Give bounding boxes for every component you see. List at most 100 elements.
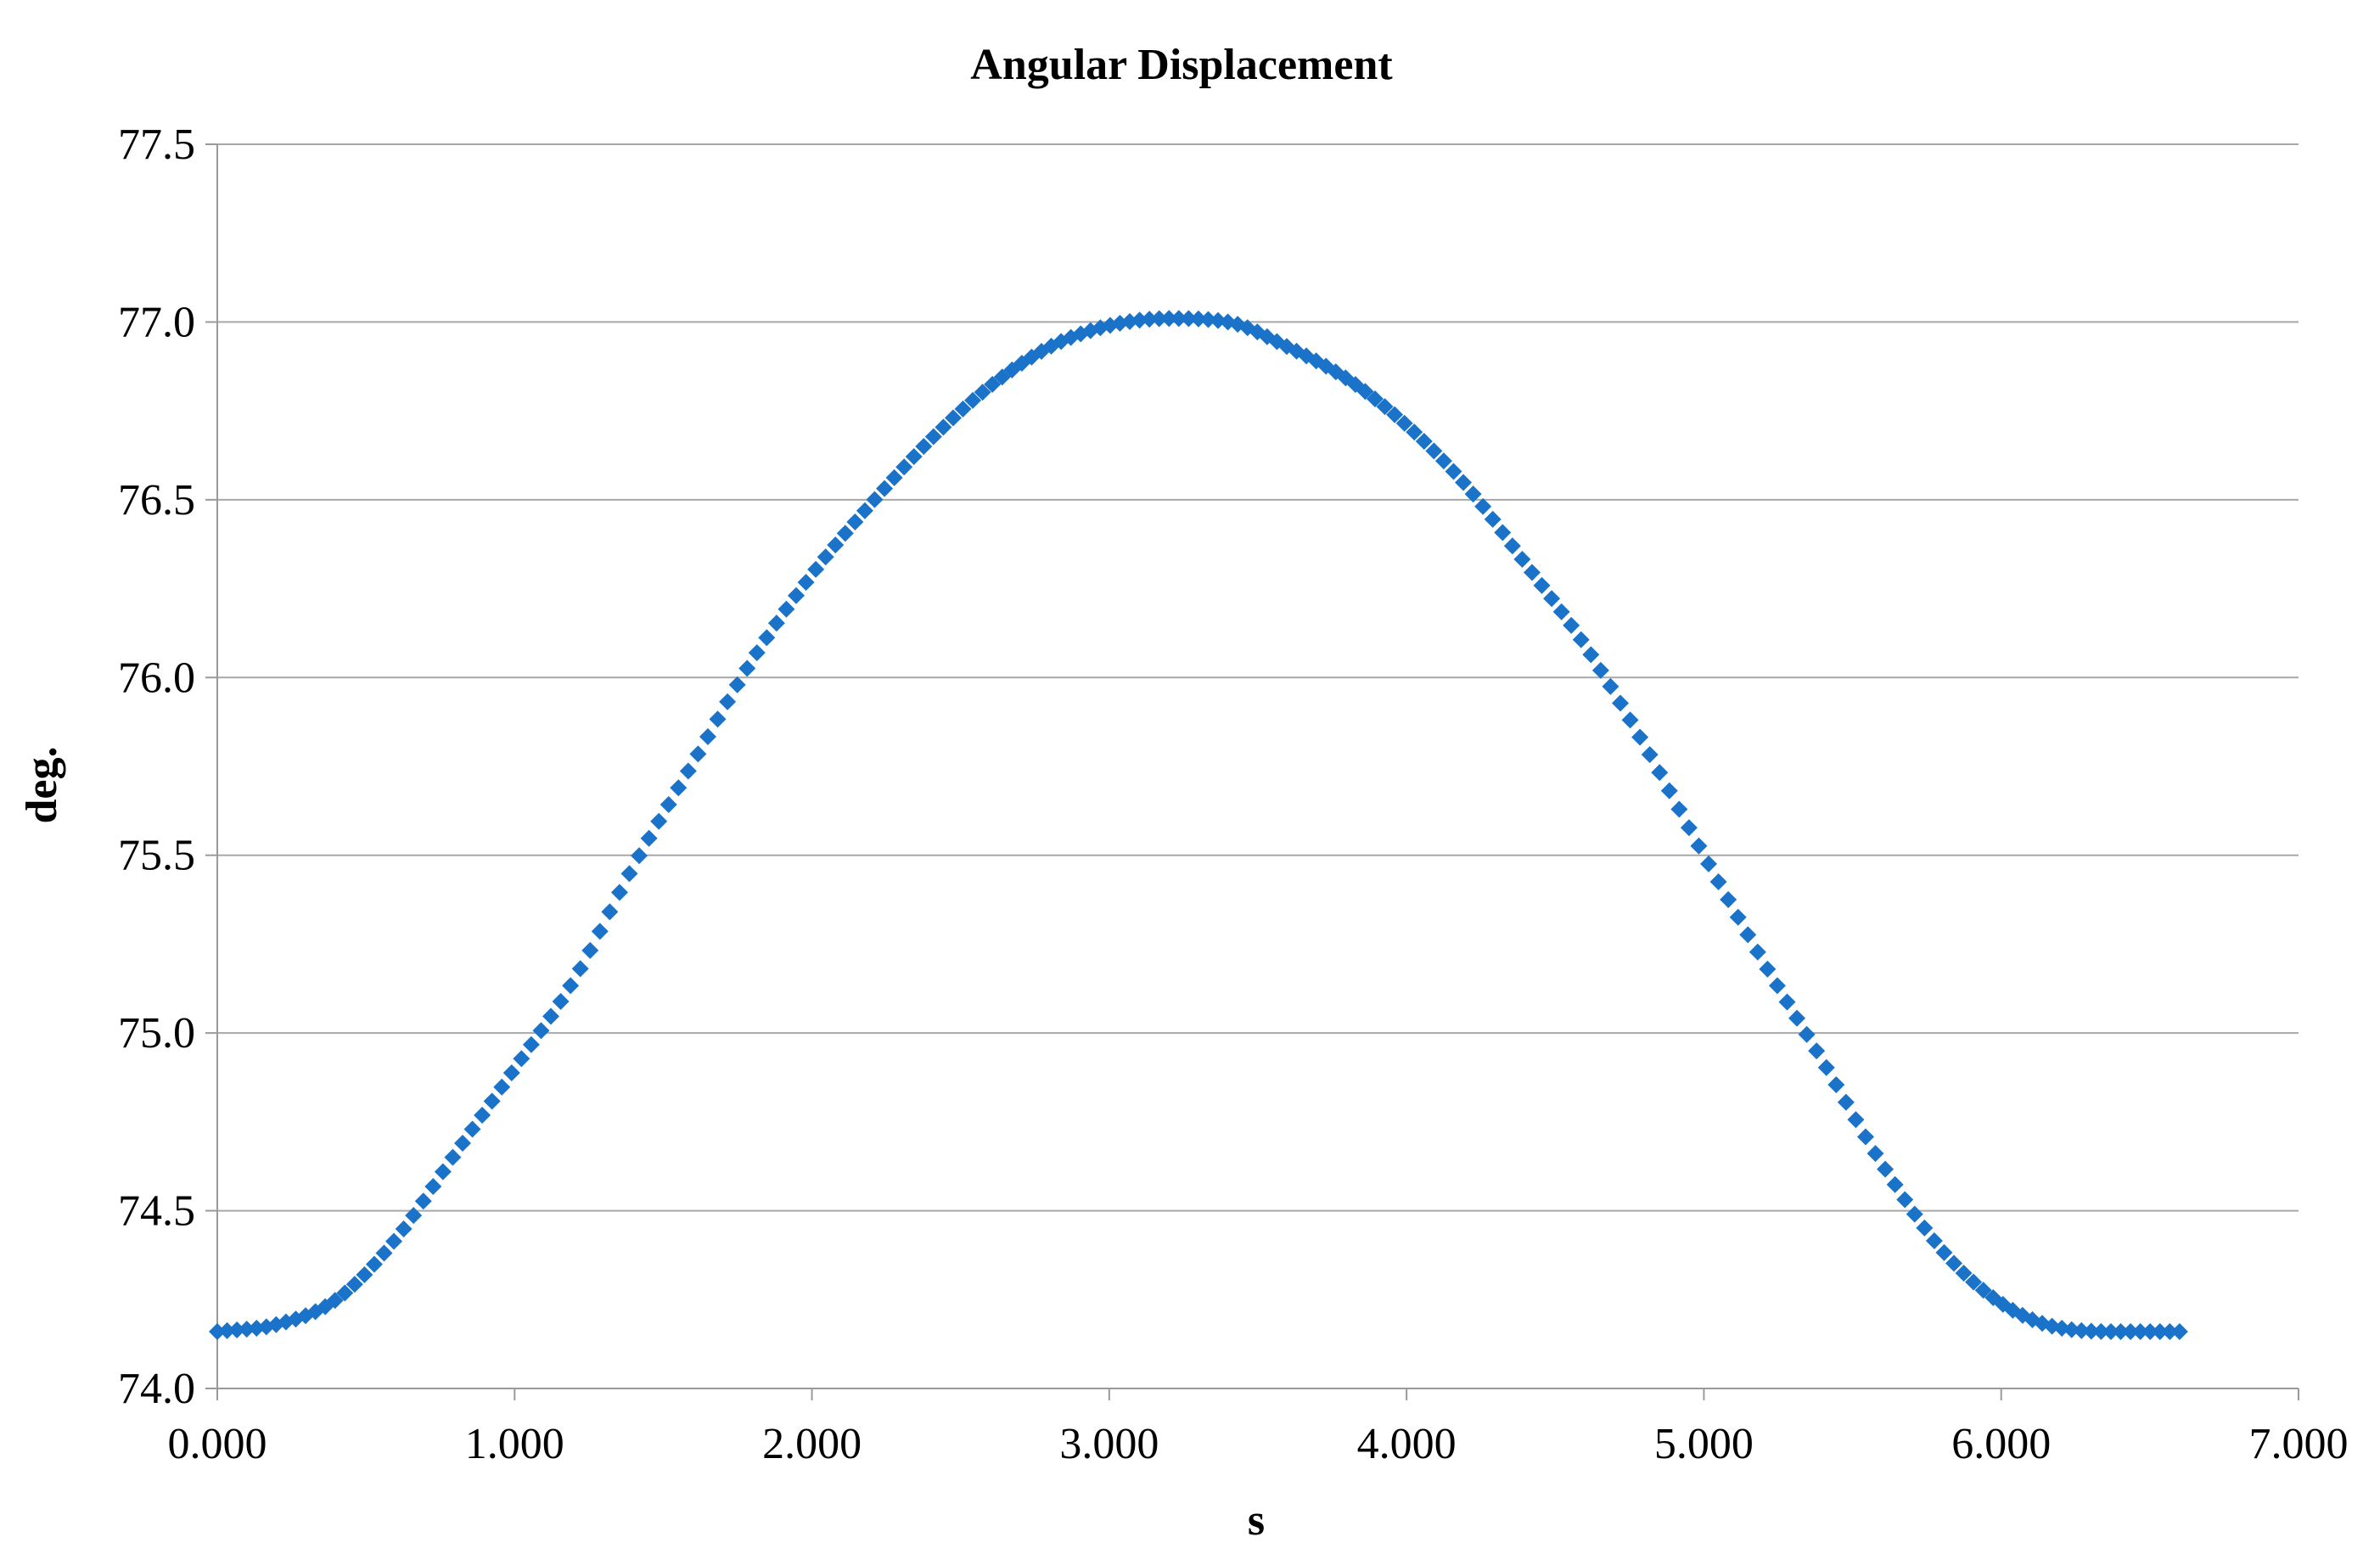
data-point-marker [2122,1322,2140,1340]
data-point-marker [935,418,952,436]
data-point-marker [974,384,991,401]
data-point-marker [522,1035,540,1053]
data-point-marker [336,1284,354,1302]
data-point-marker [905,447,923,465]
data-point-marker [552,992,570,1010]
data-point-marker [1513,551,1531,569]
data-point-marker [895,458,913,476]
data-point-marker [444,1148,462,1166]
data-point-marker [620,865,638,883]
data-point-marker [2073,1321,2091,1339]
data-point-marker [1543,590,1561,608]
data-point-marker [679,762,697,780]
data-point-marker [1386,406,1404,424]
data-point-marker [571,960,589,978]
data-point-marker [228,1321,246,1338]
data-point-marker [817,548,834,566]
data-point-marker [788,586,805,604]
x-tick-label: 7.000 [2249,1420,2349,1468]
data-point-marker [1552,603,1570,620]
data-point-marker [1170,310,1187,328]
x-tick-label: 6.000 [1951,1420,2051,1468]
y-axis-label: deg. [18,747,66,824]
data-point-marker [876,480,894,497]
data-point-marker [453,1135,471,1153]
data-point-marker [502,1064,520,1082]
data-point-marker [1827,1076,1845,1094]
data-point-marker [365,1255,383,1273]
data-point-marker [1817,1058,1835,1076]
data-point-marker [1759,960,1777,978]
data-point-marker [2082,1322,2100,1340]
data-point-marker [1808,1042,1826,1060]
data-point-marker [1670,800,1688,818]
x-tick-label: 3.000 [1059,1420,1159,1468]
data-point-marker [1945,1254,1963,1272]
data-point-marker [1847,1111,1865,1129]
data-point-marker [2092,1322,2110,1340]
data-point-marker [689,745,707,763]
data-point-marker [542,1007,560,1025]
data-point-marker [463,1120,481,1138]
x-tick-label: 0.000 [168,1420,267,1468]
data-point-marker [1709,872,1727,890]
data-point-marker [670,779,688,797]
data-point-marker [1768,977,1786,995]
data-point-marker [1376,398,1394,416]
data-point-marker [2170,1322,2188,1340]
data-point-marker [1572,631,1590,648]
data-point-marker [395,1220,413,1237]
data-point-marker [1415,433,1433,451]
data-point-marker [856,502,873,519]
y-tick-labels: 74.0 74.5 75.0 75.5 76.0 76.5 77.0 77.5 [118,121,195,1413]
data-point-marker [1778,993,1796,1011]
data-point-marker [2161,1322,2179,1340]
data-point-marker [209,1322,226,1340]
x-tick-label: 1.000 [465,1420,564,1468]
data-point-marker [345,1276,363,1293]
data-point-marker [738,659,756,677]
chart-title: Angular Displacement [970,41,1393,89]
data-point-marker [1651,764,1669,782]
data-point-marker [1602,677,1619,695]
data-point-marker [1720,890,1737,908]
data-point-marker [2131,1322,2149,1340]
data-point-marker [954,400,972,418]
data-point-marker [660,795,677,813]
x-tick-label: 5.000 [1654,1420,1754,1468]
gridlines [217,143,2299,1389]
data-point-marker [1474,497,1492,515]
y-tick-label: 74.0 [118,1365,195,1413]
data-point-marker [1611,694,1629,712]
data-point-marker [474,1107,491,1125]
data-point-marker [846,513,864,531]
data-point-marker [1533,576,1551,594]
data-point-marker [797,574,815,592]
data-point-marker [591,923,609,940]
data-point-marker [1660,782,1678,799]
data-point-marker [1523,564,1541,581]
data-point-marker [1935,1243,1953,1261]
data-point-marker [1494,524,1512,541]
data-point-marker [1455,474,1473,491]
x-tick-labels: 0.000 1.000 2.000 3.000 4.000 5.000 6.000 7.000 [168,1420,2349,1468]
data-point-marker [1690,837,1708,855]
data-point-marker [1445,463,1462,480]
data-point-marker [1631,728,1649,746]
data-point-marker [631,847,648,865]
data-point-marker [385,1232,403,1250]
data-point-marker [827,536,845,554]
data-point-marker [238,1321,255,1338]
y-tick-label: 75.0 [118,1009,195,1057]
data-point-marker [1150,310,1168,328]
data-point-marker [1395,414,1413,432]
data-point-marker [218,1321,236,1339]
data-point-marker [885,468,903,486]
data-point-marker [532,1022,550,1040]
data-point-marker [915,438,933,456]
data-point-marker [1788,1009,1806,1027]
data-point-marker [1406,424,1423,441]
data-point-marker [1906,1205,1923,1223]
data-point-marker [493,1078,511,1096]
data-point-marker [758,629,776,647]
